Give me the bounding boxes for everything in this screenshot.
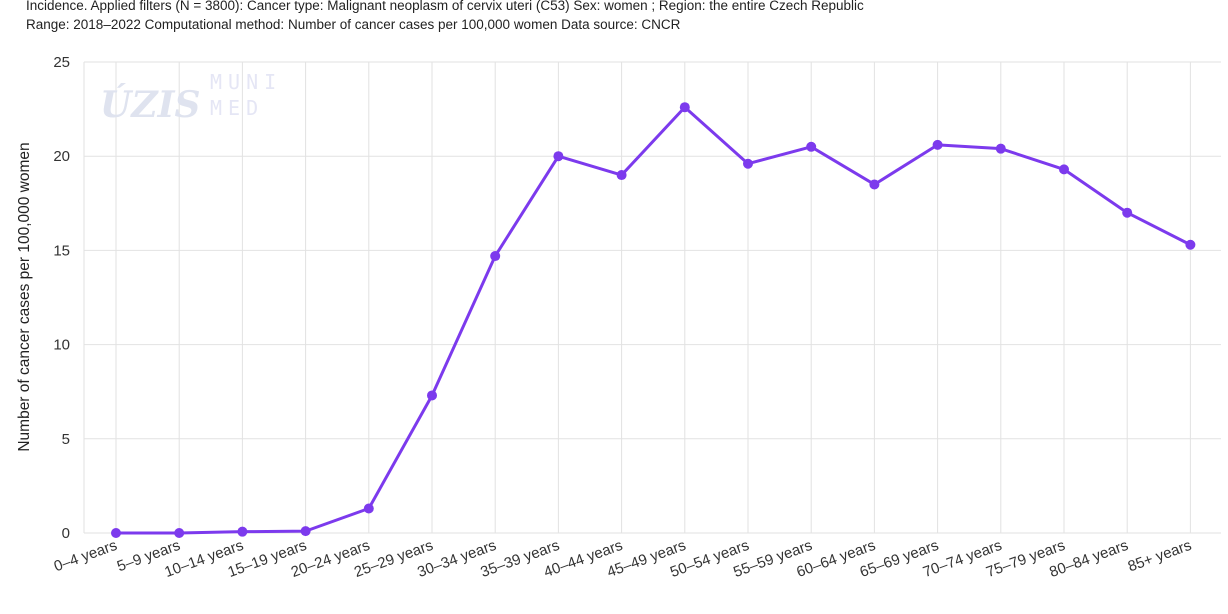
data-point[interactable] <box>174 528 185 538</box>
med-logo-watermark: MED <box>210 96 264 120</box>
data-point[interactable] <box>490 251 501 262</box>
data-point[interactable] <box>553 151 564 162</box>
watermark: ÚZIS MUNI MED <box>100 70 282 126</box>
grid-lines <box>83 61 1221 534</box>
y-tick-label: 10 <box>53 337 70 354</box>
chart-header: Incidence. Applied filters (N = 3800): C… <box>26 0 864 34</box>
data-point[interactable] <box>300 526 311 537</box>
data-point[interactable] <box>995 143 1006 154</box>
range-description: Range: 2018–2022 Computational method: N… <box>26 17 681 32</box>
data-point[interactable] <box>869 179 880 190</box>
y-axis-ticks: 0 5 10 15 20 25 <box>53 54 70 542</box>
y-tick-label: 25 <box>53 54 70 71</box>
data-point[interactable] <box>111 528 121 538</box>
data-point[interactable] <box>427 390 437 401</box>
data-point[interactable] <box>1059 164 1069 175</box>
series-line-group <box>111 102 1196 538</box>
data-point[interactable] <box>743 158 753 169</box>
y-tick-label: 5 <box>62 431 70 448</box>
uzis-logo-watermark: ÚZIS <box>100 84 201 126</box>
data-point[interactable] <box>616 170 627 181</box>
y-tick-label: 15 <box>53 242 70 259</box>
data-point[interactable] <box>679 102 690 113</box>
y-tick-label: 0 <box>62 525 70 542</box>
y-tick-label: 20 <box>53 148 70 165</box>
x-tick-label: 85+ years <box>1126 537 1194 576</box>
filter-description: Incidence. Applied filters (N = 3800): C… <box>26 0 864 13</box>
x-tick-label: 0–4 years <box>52 537 120 576</box>
data-point[interactable] <box>363 503 374 514</box>
data-point[interactable] <box>1122 207 1133 218</box>
data-point[interactable] <box>237 526 248 537</box>
data-point[interactable] <box>932 139 943 150</box>
muni-logo-watermark: MUNI <box>210 70 282 94</box>
y-axis-title: Number of cancer cases per 100,000 women <box>16 142 33 451</box>
data-point[interactable] <box>806 141 817 152</box>
data-point[interactable] <box>1185 239 1196 250</box>
series-line <box>114 105 1192 535</box>
